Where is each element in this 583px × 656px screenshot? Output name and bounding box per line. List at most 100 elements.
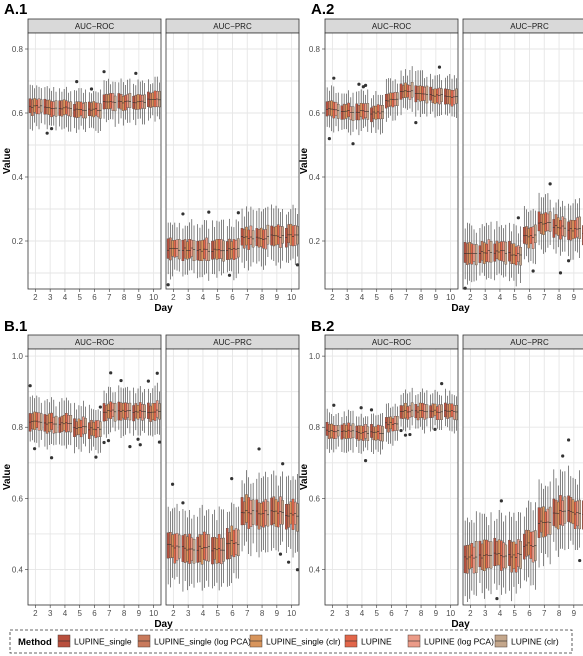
box bbox=[181, 535, 185, 562]
box bbox=[534, 224, 537, 243]
box bbox=[571, 220, 575, 239]
legend-label: LUPINE_single bbox=[74, 637, 132, 647]
box bbox=[429, 405, 432, 419]
box bbox=[349, 425, 353, 439]
box bbox=[90, 102, 93, 117]
box bbox=[230, 241, 233, 259]
x-tick-label: 9 bbox=[137, 293, 142, 302]
x-tick-label: 4 bbox=[63, 609, 68, 618]
outlier-point bbox=[45, 131, 49, 135]
box bbox=[73, 104, 76, 118]
outlier-point bbox=[166, 283, 170, 287]
box bbox=[153, 90, 157, 108]
box bbox=[96, 102, 100, 118]
x-tick-label: 8 bbox=[557, 609, 562, 618]
box bbox=[104, 405, 108, 421]
box bbox=[217, 239, 221, 259]
outlier-point bbox=[363, 459, 368, 463]
box bbox=[121, 96, 125, 111]
box bbox=[376, 424, 380, 440]
facet-strip-label: AUC−ROC bbox=[372, 22, 412, 31]
legend-title: Method bbox=[18, 637, 52, 648]
box bbox=[242, 228, 246, 249]
outlier-point bbox=[332, 76, 336, 80]
facet-auc-roc: AUC−ROC 2 3 4 5 6 7 8 9 10 bbox=[27, 334, 162, 618]
outlier-point bbox=[437, 65, 442, 69]
y-tick-label: 0.4 bbox=[12, 173, 24, 182]
box bbox=[99, 103, 102, 119]
box bbox=[330, 100, 333, 117]
box bbox=[466, 243, 469, 265]
box bbox=[332, 425, 336, 439]
x-tick-label: 8 bbox=[419, 609, 424, 618]
outlier-point bbox=[369, 408, 374, 412]
box bbox=[272, 226, 276, 247]
box bbox=[270, 225, 273, 246]
box bbox=[552, 219, 556, 238]
box bbox=[237, 238, 240, 258]
x-tick-label: 5 bbox=[215, 293, 220, 302]
box bbox=[48, 99, 51, 115]
box bbox=[567, 221, 570, 240]
box bbox=[143, 94, 146, 109]
facet-strip-label: AUC−PRC bbox=[213, 338, 252, 347]
plot-border bbox=[27, 348, 162, 606]
box bbox=[347, 422, 350, 439]
box bbox=[60, 100, 64, 117]
legend-box bbox=[9, 629, 573, 654]
legend-label: LUPINE (log PCA) bbox=[424, 637, 494, 647]
x-tick-label: 9 bbox=[434, 293, 439, 302]
box bbox=[563, 218, 567, 237]
box bbox=[485, 539, 488, 569]
box bbox=[396, 416, 399, 431]
x-tick-label: 8 bbox=[122, 293, 127, 302]
box bbox=[128, 402, 132, 421]
box bbox=[489, 541, 493, 569]
box bbox=[242, 501, 246, 525]
x-tick-label: 4 bbox=[360, 609, 365, 618]
box bbox=[569, 219, 573, 241]
x-tick-label: 3 bbox=[48, 609, 53, 618]
box bbox=[401, 405, 405, 420]
facet-auc-roc: AUC−ROC 2 3 4 5 6 7 8 9 10 bbox=[324, 18, 459, 302]
panel-B-2: B.2AUC−ROC2345678910AUC−PRC23456789100.4… bbox=[299, 318, 583, 630]
x-tick-label: 7 bbox=[404, 293, 409, 302]
x-tick-label: 9 bbox=[275, 609, 280, 618]
facet-strip-label: AUC−ROC bbox=[372, 338, 412, 347]
box bbox=[544, 212, 547, 232]
x-tick-label: 10 bbox=[446, 293, 455, 302]
box bbox=[28, 98, 32, 114]
x-tick-label: 8 bbox=[419, 293, 424, 302]
box bbox=[404, 82, 407, 98]
box bbox=[79, 101, 83, 116]
plot-border bbox=[324, 32, 459, 290]
box bbox=[539, 213, 543, 234]
x-tick-label: 4 bbox=[498, 293, 503, 302]
box bbox=[215, 239, 219, 260]
box bbox=[497, 539, 501, 566]
box bbox=[33, 98, 36, 113]
box bbox=[113, 403, 117, 422]
box bbox=[345, 425, 348, 439]
box bbox=[548, 211, 552, 232]
outlier-point bbox=[558, 271, 563, 275]
box bbox=[468, 242, 471, 264]
box bbox=[245, 226, 248, 246]
box bbox=[222, 537, 225, 562]
x-axis-title: Day bbox=[451, 619, 470, 630]
x-tick-label: 5 bbox=[77, 609, 82, 618]
y-tick-label: 1.0 bbox=[309, 352, 321, 361]
x-tick-label: 7 bbox=[107, 293, 112, 302]
y-tick-label: 0.8 bbox=[12, 45, 24, 54]
box bbox=[35, 412, 39, 428]
x-tick-label: 6 bbox=[389, 293, 394, 302]
panel-label: B.1 bbox=[4, 318, 27, 335]
box bbox=[391, 92, 395, 108]
box bbox=[472, 546, 476, 574]
y-axis-title: Value bbox=[2, 148, 13, 175]
y-tick-label: 0.6 bbox=[309, 494, 321, 503]
outlier-point bbox=[155, 371, 159, 375]
box bbox=[147, 402, 150, 419]
outlier-point bbox=[286, 560, 291, 564]
